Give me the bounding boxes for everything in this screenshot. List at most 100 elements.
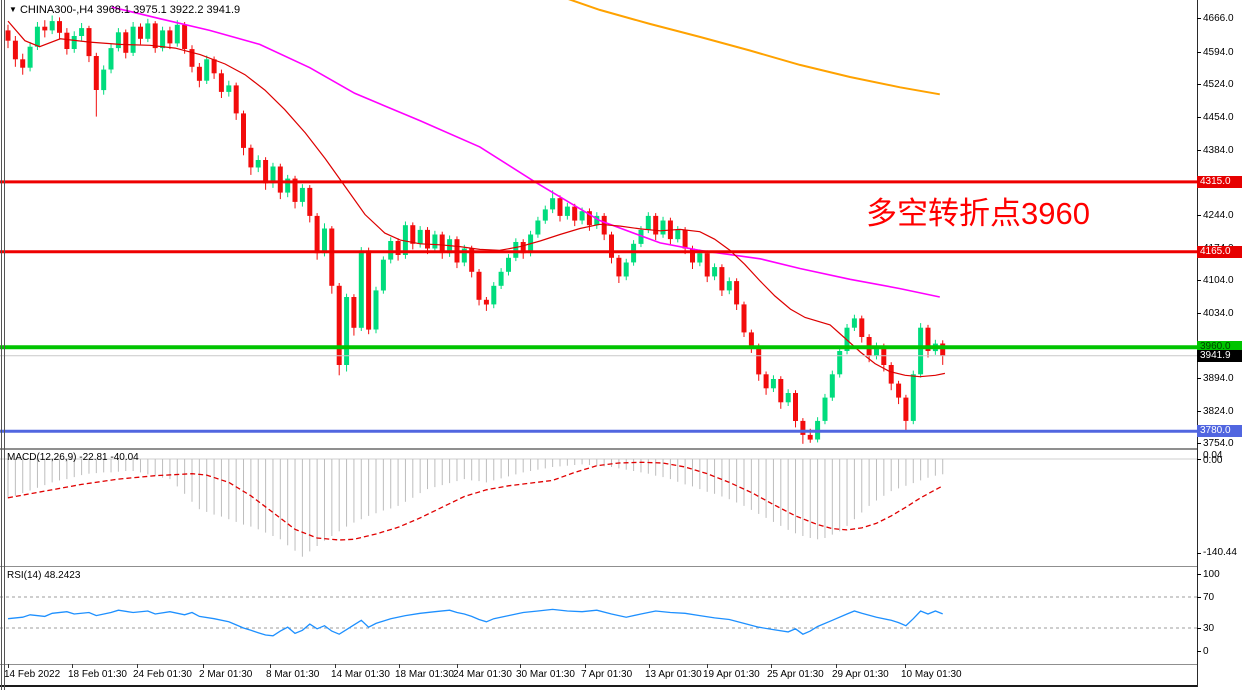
- candle-up: [675, 229, 681, 240]
- x-axis-label: 25 Apr 01:30: [767, 669, 824, 680]
- candle-down: [395, 241, 401, 255]
- candle-up: [542, 209, 548, 221]
- candle-up: [270, 166, 276, 184]
- candle-up: [417, 229, 423, 244]
- candle-down: [233, 85, 239, 114]
- chart-title: ▼ CHINA300-,H4 3968.1 3975.1 3922.2 3941…: [9, 4, 240, 16]
- y-axis-label: 4454.0: [1203, 112, 1234, 123]
- candle-down: [778, 379, 784, 403]
- candle-down: [572, 206, 578, 221]
- candle-up: [344, 297, 350, 365]
- price-badge: 4315.0: [1197, 176, 1242, 188]
- candle-down: [189, 49, 195, 67]
- x-axis-tick: [585, 664, 586, 668]
- y-axis-label: 4104.0: [1203, 275, 1234, 286]
- y-axis-tick: [1197, 313, 1201, 314]
- candle-up: [34, 26, 40, 47]
- ma-fast-line: [7, 20, 946, 378]
- candle-up: [79, 28, 85, 36]
- x-axis-label: 30 Mar 01:30: [516, 669, 575, 680]
- candle-up: [322, 228, 327, 254]
- candle-down: [292, 178, 298, 202]
- rsi-pane[interactable]: [0, 567, 1197, 664]
- symbol-dropdown-arrow-icon[interactable]: ▼: [9, 5, 17, 14]
- candle-down: [520, 242, 526, 254]
- x-axis-tick: [771, 664, 772, 668]
- candle-up: [373, 290, 379, 330]
- candle-down: [263, 160, 269, 184]
- candle-down: [756, 346, 762, 375]
- candle-down: [218, 73, 224, 92]
- y-axis-label: 3754.0: [1203, 438, 1234, 449]
- candle-up: [101, 69, 107, 91]
- macd-pane[interactable]: [0, 449, 1197, 566]
- candle-up: [432, 234, 438, 249]
- y-axis-label: 4384.0: [1203, 145, 1234, 156]
- annotation-text[interactable]: 多空转折点3960: [866, 196, 1090, 231]
- candle-down: [42, 26, 48, 31]
- y-axis-tick: [1197, 52, 1201, 53]
- candle-down: [20, 59, 26, 68]
- candle-up: [402, 225, 408, 255]
- candle-up: [130, 26, 136, 53]
- candle-up: [49, 21, 55, 31]
- candle-up: [226, 85, 232, 92]
- x-axis-label: 2 Mar 01:30: [199, 669, 253, 680]
- y-axis-tick: [1197, 443, 1201, 444]
- pane-separator[interactable]: [0, 448, 1197, 450]
- pane-separator: [0, 664, 1197, 665]
- y-axis-tick: [1197, 411, 1201, 412]
- y-axis-tick: [1197, 18, 1201, 19]
- candle-up: [461, 248, 467, 263]
- candle-up: [829, 374, 835, 398]
- y-axis-tick: [1197, 597, 1201, 598]
- macd-indicator-label: MACD(12,26,9) -22.81 -40.04: [7, 452, 139, 463]
- candle-down: [366, 250, 372, 330]
- macd-axis-label: 0.04: [1203, 450, 1223, 461]
- candle-down: [57, 21, 62, 33]
- candle-up: [785, 393, 791, 403]
- candle-up: [697, 253, 703, 263]
- window-left-edge: [1, 0, 2, 690]
- y-axis-tick: [1197, 117, 1201, 118]
- price-pane[interactable]: [0, 0, 1197, 448]
- candle-down: [741, 304, 747, 333]
- candle-down: [793, 393, 798, 421]
- candle-down: [896, 383, 902, 398]
- x-axis-label: 24 Mar 01:30: [453, 669, 512, 680]
- candle-up: [623, 262, 629, 277]
- candle-up: [726, 281, 732, 291]
- rsi-axis-label: 30: [1203, 623, 1215, 634]
- candle-down: [277, 166, 283, 193]
- ma-mid-line: [111, 6, 940, 298]
- y-axis-label: 4244.0: [1203, 210, 1234, 221]
- candle-down: [241, 113, 246, 148]
- chart-title-text: CHINA300-,H4 3968.1 3975.1 3922.2 3941.9: [19, 4, 241, 16]
- pane-separator[interactable]: [0, 566, 1197, 567]
- candle-down: [5, 30, 11, 41]
- rsi-line: [7, 608, 943, 637]
- candle-down: [903, 397, 909, 421]
- candle-up: [491, 285, 497, 305]
- price-badge: 3780.0: [1197, 425, 1242, 437]
- x-axis-label: 29 Apr 01:30: [832, 669, 889, 680]
- candle-up: [564, 206, 570, 216]
- candle-down: [616, 257, 622, 277]
- candle-up: [535, 220, 541, 235]
- candle-up: [498, 271, 504, 286]
- candle-up: [255, 160, 261, 168]
- x-axis-label: 7 Apr 01:30: [581, 669, 633, 680]
- candle-down: [64, 32, 70, 49]
- candle-down: [123, 32, 129, 53]
- candle-down: [425, 229, 430, 249]
- candle-down: [12, 40, 18, 60]
- candle-down: [196, 66, 202, 81]
- y-axis-tick: [1197, 215, 1201, 216]
- x-axis-label: 14 Mar 01:30: [331, 669, 390, 680]
- candle-up: [204, 59, 210, 81]
- y-axis-tick: [1197, 651, 1201, 652]
- x-axis-tick: [707, 664, 708, 668]
- x-axis-tick: [8, 664, 9, 668]
- x-axis-label: 24 Feb 01:30: [133, 669, 192, 680]
- candle-down: [329, 228, 335, 286]
